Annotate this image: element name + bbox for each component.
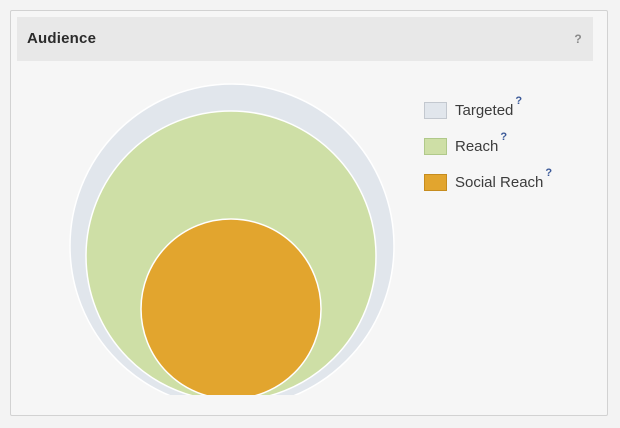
panel-header: Audience ? (17, 17, 593, 61)
legend: Targeted ? Reach ? Social Reach ? (424, 92, 552, 200)
panel-title: Audience (27, 30, 97, 47)
targeted-swatch-icon (424, 101, 447, 119)
legend-label: Social Reach (455, 173, 544, 191)
social-reach-swatch-icon (424, 173, 447, 191)
legend-item-targeted: Targeted ? (424, 92, 552, 128)
social-reach-circle (140, 218, 322, 395)
help-icon[interactable]: ? (515, 95, 523, 107)
legend-label: Targeted (455, 101, 514, 119)
help-icon[interactable]: ? (574, 32, 582, 46)
legend-item-social-reach: Social Reach ? (424, 164, 552, 200)
legend-label: Reach (455, 137, 499, 155)
help-icon[interactable]: ? (545, 167, 553, 179)
reach-swatch-icon (424, 137, 447, 155)
legend-item-reach: Reach ? (424, 128, 552, 164)
help-icon[interactable]: ? (500, 131, 508, 143)
